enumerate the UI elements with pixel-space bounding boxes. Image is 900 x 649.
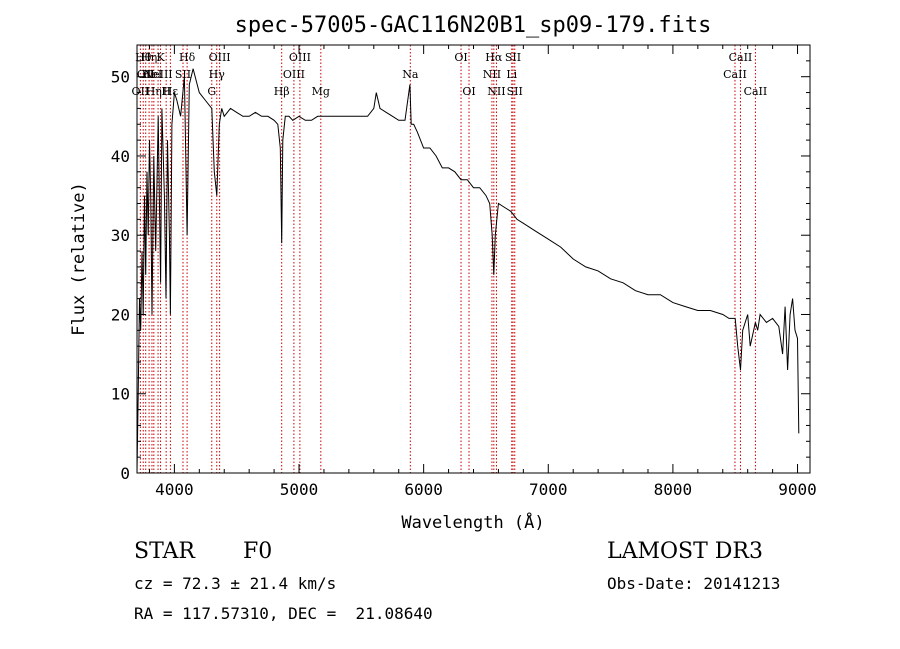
line-label-17: OIII [289,51,311,64]
line-label-4: HeI [142,68,162,81]
observation-date: Obs-Date: 20141213 [607,574,781,593]
spectrum-chart: spec-57005-GAC116N20B1_sp09-179.fits OII… [69,13,817,533]
object-class: STAR [134,539,195,564]
line-label-6: NeIII [143,68,172,81]
x-tick-label-5: 9000 [778,480,817,499]
y-tick-label-4: 40 [111,147,130,166]
line-label-10: Hδ [179,51,196,64]
line-label-29: CaII [729,51,753,64]
coordinates: RA = 117.57310, DEC = 21.08640 [134,604,433,623]
line-label-30: CaII [744,85,768,98]
line-label-14: OIII [209,51,231,64]
line-label-15: Hβ [274,85,290,98]
spectral-line-labels: OIIHθOIIHηHeIHηNeIIIKHHεHδSIIGHγOIIIHβOI… [132,51,768,98]
chart-title: spec-57005-GAC116N20B1_sp09-179.fits [235,13,712,38]
line-label-22: NII [483,68,501,81]
line-label-5: Hη [146,85,162,98]
y-tick-label-1: 10 [111,385,130,404]
line-label-21: OI [462,85,475,98]
x-axis-ticks: 4000 5000 6000 7000 8000 9000 [148,45,817,499]
y-tick-label-3: 30 [111,226,130,245]
line-label-11: SII [175,68,191,81]
line-label-27: SII [507,85,523,98]
line-label-16: OIII [283,68,305,81]
survey-name: LAMOST DR3 [607,539,763,564]
line-label-24: NII [487,85,505,98]
x-tick-label-1: 5000 [280,480,319,499]
line-label-26: SII [505,51,521,64]
line-label-19: Na [402,68,419,81]
line-label-0: OII [132,85,150,98]
x-tick-label-0: 4000 [155,480,194,499]
x-axis-label: Wavelength (Å) [401,511,544,533]
line-label-3: Hη [141,51,157,64]
plot-frame [136,44,811,474]
y-tick-label-5: 50 [111,68,130,87]
y-tick-label-0: 0 [120,464,130,483]
y-axis-ticks: 0 10 20 30 40 50 [111,44,810,483]
line-label-8: H [161,85,171,98]
line-label-12: G [207,85,216,98]
line-label-13: Hγ [209,68,226,81]
spectrum-line [136,68,800,474]
object-subclass: F0 [243,539,273,564]
x-tick-label-3: 7000 [529,480,568,499]
y-tick-label-2: 20 [111,305,130,324]
line-label-2: OII [137,68,155,81]
line-label-25: Li [506,68,517,81]
redshift-velocity: cz = 72.3 ± 21.4 km/s [134,574,337,593]
line-label-7: K [156,51,165,64]
y-axis-label: Flux (relative) [69,182,89,336]
line-label-23: Hα [485,51,503,64]
x-tick-label-2: 6000 [404,480,443,499]
line-label-20: OI [454,51,467,64]
x-tick-label-4: 8000 [654,480,693,499]
line-label-18: Mg [312,85,330,98]
line-label-28: CaII [723,68,747,81]
